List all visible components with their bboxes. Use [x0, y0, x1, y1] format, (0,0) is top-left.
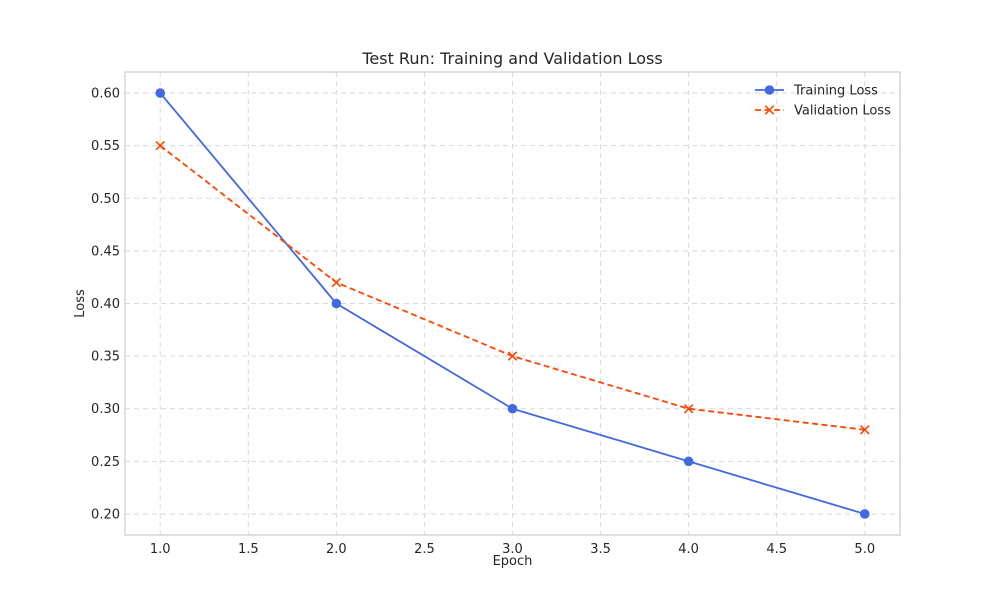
series-layer — [155, 88, 870, 519]
x-tick-label: 3.0 — [502, 542, 523, 557]
y-axis-label: Loss — [73, 289, 88, 318]
chart-title: Test Run: Training and Validation Loss — [361, 49, 662, 68]
x-tick-label: 2.0 — [326, 542, 347, 557]
legend-entry: Training Loss — [755, 84, 878, 99]
grid-lines — [125, 72, 900, 535]
x-axis-ticks: 1.0 1.5 2.0 2.5 3.0 3.5 4.0 4.5 5.0 — [150, 542, 875, 557]
y-tick-label: 0.50 — [91, 192, 120, 207]
y-tick-label: 0.35 — [91, 350, 120, 365]
data-point — [155, 140, 165, 151]
series-training-loss — [155, 88, 870, 519]
y-tick-label: 0.45 — [91, 244, 120, 259]
y-tick-label: 0.25 — [91, 455, 120, 470]
x-tick-label: 5.0 — [854, 542, 875, 557]
x-tick-label: 2.5 — [414, 542, 435, 557]
legend: Training Loss Validation Loss — [755, 84, 891, 119]
x-axis-label: Epoch — [493, 554, 533, 569]
x-tick-label: 3.5 — [590, 542, 611, 557]
data-point — [507, 351, 518, 361]
y-tick-label: 0.20 — [91, 507, 120, 522]
y-tick-label: 0.55 — [91, 139, 120, 154]
legend-marker — [764, 105, 775, 115]
data-point — [683, 456, 694, 467]
data-point — [860, 425, 870, 435]
y-tick-label: 0.30 — [91, 402, 120, 417]
y-axis-ticks: 0.20 0.25 0.30 0.35 0.40 0.45 0.50 0.55 0.60 — [91, 87, 120, 523]
series-validation-loss — [155, 140, 870, 435]
data-point — [331, 277, 342, 288]
legend-label: Training Loss — [793, 84, 878, 99]
data-point — [859, 509, 870, 519]
legend-label: Validation Loss — [794, 104, 891, 119]
data-point — [331, 298, 342, 309]
y-tick-label: 0.60 — [91, 87, 120, 102]
x-tick-label: 4.5 — [766, 542, 787, 557]
data-point — [683, 403, 694, 414]
legend-entry: Validation Loss — [755, 104, 891, 119]
x-tick-label: 1.0 — [150, 542, 171, 557]
x-tick-label: 4.0 — [678, 542, 699, 557]
plot-area — [124, 71, 901, 536]
data-point — [155, 88, 166, 98]
data-point — [507, 403, 518, 414]
x-tick-label: 1.5 — [238, 542, 259, 557]
y-tick-label: 0.40 — [91, 297, 120, 312]
legend-marker — [764, 85, 775, 95]
